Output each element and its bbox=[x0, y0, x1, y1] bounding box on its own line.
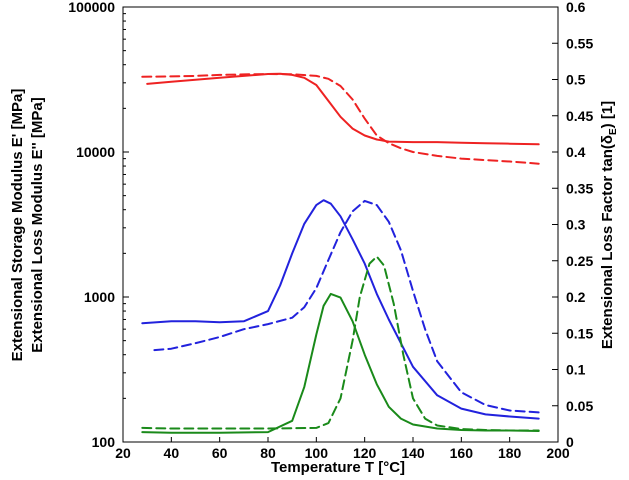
series-line-1 bbox=[146, 72, 540, 146]
series-line-4 bbox=[153, 199, 540, 414]
x-tick-label: 80 bbox=[260, 445, 276, 461]
series-layer bbox=[141, 72, 540, 434]
series-line-2 bbox=[141, 73, 540, 165]
series-line-6 bbox=[141, 255, 540, 432]
y-right-tick-label: 0.4 bbox=[566, 144, 586, 160]
y-left-tick-label: 10000 bbox=[76, 144, 115, 160]
y-left-axis-title-line2: Extensional Loss Modulus E'' [MPa] bbox=[29, 97, 46, 353]
x-tick-label: 20 bbox=[115, 445, 131, 461]
y-right-tick-label: 0.25 bbox=[566, 253, 593, 269]
y-right-tick-label: 0.1 bbox=[566, 362, 586, 378]
y-left-axis-title-line1: Extensional Storage Modulus E' [MPa] bbox=[9, 89, 26, 362]
y-right-tick-label: 0.15 bbox=[566, 325, 593, 341]
x-tick-label: 40 bbox=[164, 445, 180, 461]
x-tick-label: 180 bbox=[498, 445, 522, 461]
x-ticks: 20 40 60 80 100 120 140 160 180 200 bbox=[115, 437, 570, 461]
y-right-title-delta: δ bbox=[599, 135, 616, 144]
series-line-3 bbox=[141, 199, 540, 420]
y-right-tick-label: 0.55 bbox=[566, 35, 593, 51]
x-tick-label: 140 bbox=[401, 445, 425, 461]
y-right-tick-label: 0.3 bbox=[566, 217, 586, 233]
x-tick-label: 200 bbox=[546, 445, 570, 461]
y-right-tick-label: 0.6 bbox=[566, 0, 586, 15]
x-tick-label: 120 bbox=[353, 445, 377, 461]
y-right-tick-label: 0.35 bbox=[566, 180, 593, 196]
x-tick-label: 160 bbox=[450, 445, 474, 461]
y-right-title-sub: E bbox=[608, 128, 619, 135]
y-left-tick-label: 1000 bbox=[84, 289, 115, 305]
y-right-tick-label: 0.45 bbox=[566, 108, 593, 124]
y-right-title-prefix: Extensional Loss Factor tan( bbox=[599, 144, 616, 349]
y-right-title-suffix: ) [1] bbox=[599, 101, 616, 129]
y-right-axis-title: Extensional Loss Factor tan(δE) [1] bbox=[599, 101, 619, 349]
y-left-tick-label: 100000 bbox=[68, 0, 115, 15]
x-tick-label: 60 bbox=[212, 445, 228, 461]
y-left-tick-label: 100 bbox=[92, 434, 116, 450]
y-right-tick-label: 0.5 bbox=[566, 72, 586, 88]
y-left-ticks: 100 1000 10000 100000 bbox=[68, 0, 129, 450]
y-right-tick-label: 0 bbox=[566, 434, 574, 450]
y-right-ticks: 0 0.05 0.1 0.15 0.2 0.25 0.3 0.35 0.4 0.45 0.5 0.55… bbox=[552, 0, 593, 450]
x-axis-title: Temperature T [°C] bbox=[271, 459, 405, 476]
x-tick-label: 100 bbox=[305, 445, 329, 461]
plot-frame bbox=[122, 6, 559, 443]
y-right-tick-label: 0.05 bbox=[566, 398, 593, 414]
y-right-tick-label: 0.2 bbox=[566, 289, 586, 305]
